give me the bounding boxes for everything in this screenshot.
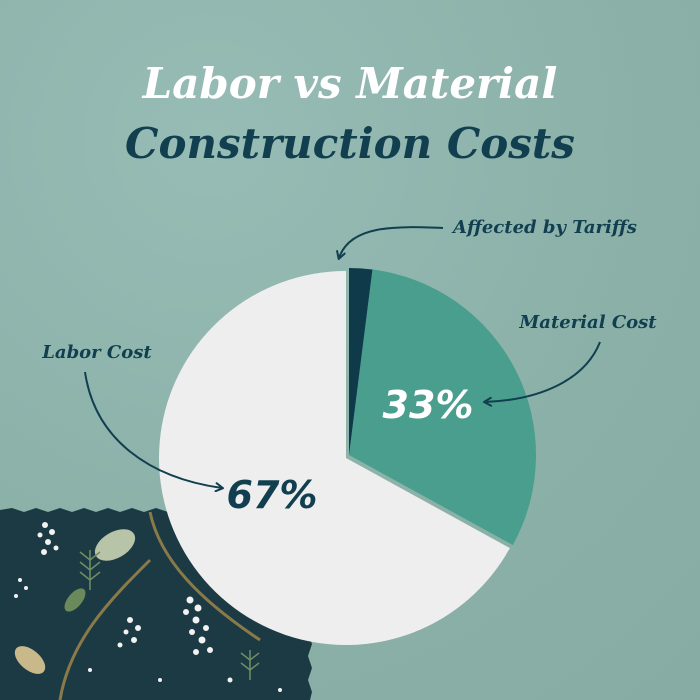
annotation-affected-by-tariffs: Affected by Tariffs — [451, 217, 637, 238]
data-label-material: 33% — [383, 383, 474, 427]
pie-slice-tariffs-portion — [349, 268, 373, 455]
arrow-material-cost — [483, 341, 601, 407]
title-line-2: Construction Costs — [125, 119, 575, 168]
pie-slice-labor-cost — [159, 271, 510, 645]
arrow-labor-cost — [84, 371, 224, 493]
arrow-tariffs — [336, 226, 444, 260]
pie-chart — [159, 268, 536, 645]
annotation-material-cost: Material Cost — [518, 312, 657, 333]
annotation-labor-cost: Labor Cost — [41, 342, 152, 363]
data-label-labor: 67% — [227, 473, 318, 517]
title-line-1: Labor vs Material — [142, 59, 558, 108]
pie-slice-material-cost — [349, 269, 536, 546]
